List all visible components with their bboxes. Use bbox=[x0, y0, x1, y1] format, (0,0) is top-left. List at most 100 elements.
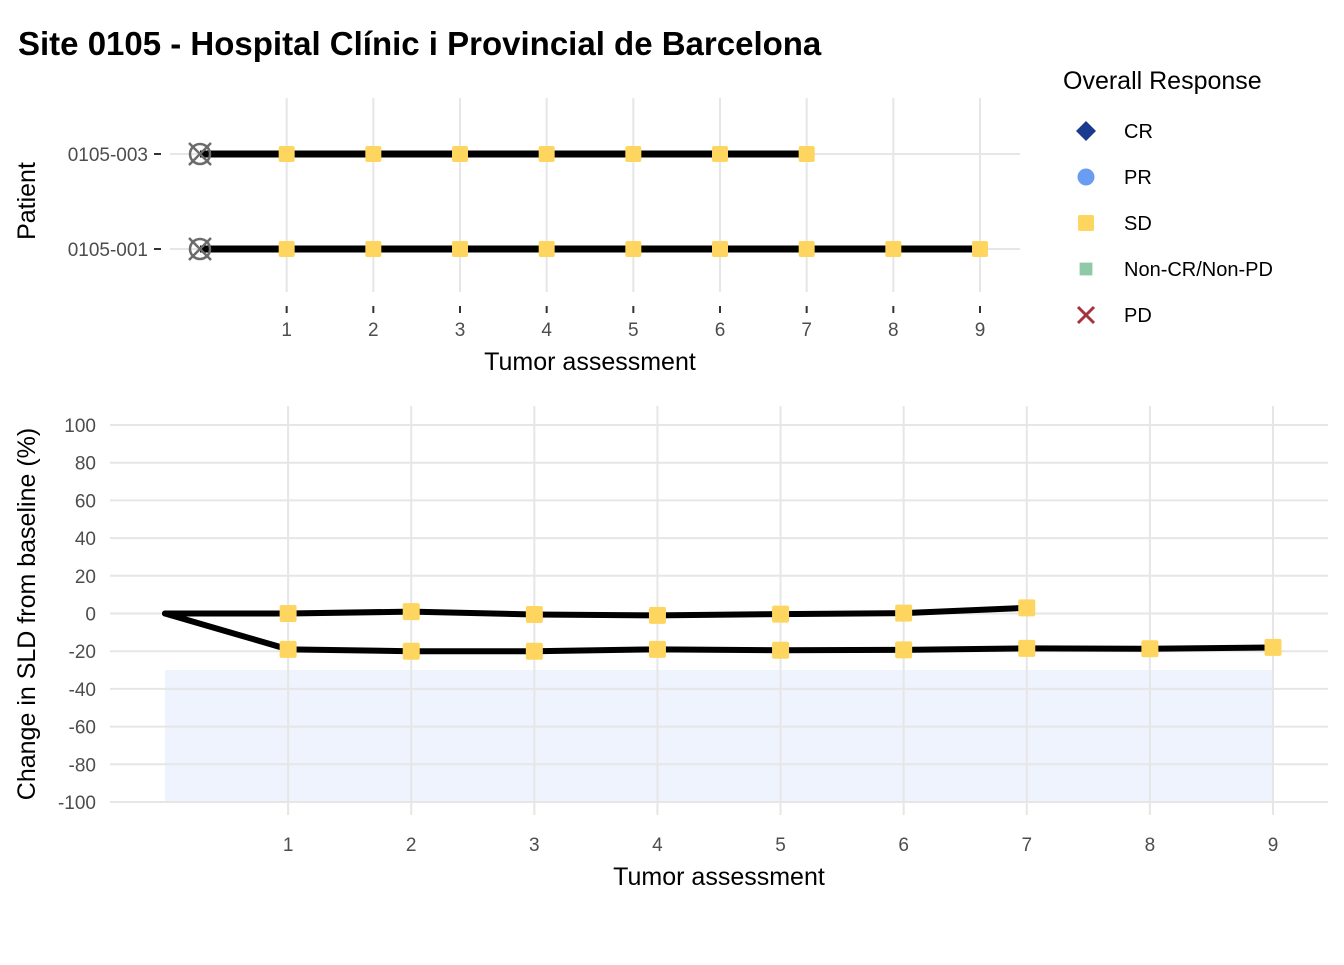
baseline-marker bbox=[188, 142, 212, 166]
spider-x-tick-label: 6 bbox=[898, 835, 909, 856]
swimmer-y-tick-label: 0105-001 bbox=[68, 240, 148, 261]
legend-label: Non-CR/Non-PD bbox=[1124, 259, 1273, 281]
spider-x-tick-label: 9 bbox=[1268, 835, 1279, 856]
swimmer-point bbox=[538, 146, 555, 162]
spider-point bbox=[895, 604, 913, 622]
swimmer-x-tick-label: 1 bbox=[281, 320, 292, 341]
swimmer-point bbox=[972, 241, 988, 257]
chart-title: Site 0105 - Hospital Clínic i Provincial… bbox=[18, 25, 822, 62]
baseline-marker bbox=[188, 237, 212, 261]
swimmer-point bbox=[365, 146, 382, 162]
swimmer-point bbox=[278, 146, 295, 162]
spider-point bbox=[1018, 599, 1036, 617]
spider-point bbox=[402, 603, 420, 621]
baseline-marker-cross-b bbox=[188, 142, 212, 166]
spider-x-ticks: 1 2 3 4 5 6 7 8 9 bbox=[283, 835, 1278, 856]
spider-x-tick-label: 3 bbox=[529, 835, 540, 856]
legend-label: SD bbox=[1124, 213, 1152, 235]
swimmer-lines bbox=[200, 150, 980, 253]
spider-y-tick-label: -40 bbox=[69, 680, 96, 701]
swimmer-panel: 1 2 3 4 5 6 7 8 9 0105-001 0105-003 Tumor assessm… bbox=[13, 98, 1020, 376]
swimmer-grid bbox=[170, 98, 1020, 292]
spider-point bbox=[1141, 640, 1159, 658]
spider-y-tick-label: -80 bbox=[69, 755, 96, 776]
swimmer-point bbox=[452, 241, 468, 257]
spider-point bbox=[772, 605, 790, 623]
swimmer-point bbox=[885, 241, 902, 257]
spider-x-tick-label: 8 bbox=[1145, 835, 1156, 856]
swimmer-point bbox=[625, 241, 642, 257]
spider-point bbox=[525, 605, 543, 623]
spider-x-tick-label: 7 bbox=[1021, 835, 1032, 856]
spider-x-tick-label: 2 bbox=[406, 835, 417, 856]
swimmer-point bbox=[798, 241, 815, 257]
spider-point bbox=[279, 605, 297, 622]
spider-point bbox=[772, 641, 790, 659]
spider-y-tick-label: 40 bbox=[75, 529, 96, 550]
swimmer-point bbox=[712, 146, 728, 162]
response-threshold-band bbox=[165, 670, 1273, 802]
spider-point bbox=[648, 606, 666, 624]
spider-point bbox=[648, 640, 666, 658]
spider-y-tick-label: 100 bbox=[64, 416, 96, 437]
spider-y-tick-label: 80 bbox=[75, 454, 96, 475]
baseline-marker-cross-b bbox=[188, 237, 212, 261]
swimmer-point bbox=[712, 241, 728, 257]
spider-point bbox=[1018, 639, 1036, 657]
spider-series-line bbox=[162, 604, 1030, 619]
legend-key-square-small bbox=[1079, 262, 1093, 276]
spider-x-tick-label: 4 bbox=[652, 835, 663, 856]
legend-item: SD bbox=[1078, 213, 1152, 235]
swimmer-point bbox=[452, 146, 468, 162]
legend-key-cross-stroke-b bbox=[1076, 305, 1096, 325]
swimmer-x-tick-label: 2 bbox=[368, 320, 379, 341]
legend-key-circle bbox=[1077, 168, 1095, 186]
swimmer-x-tick-label: 4 bbox=[541, 320, 552, 341]
spider-markers bbox=[279, 599, 1282, 660]
swimmer-x-tick-label: 7 bbox=[801, 320, 812, 341]
swimmer-markers bbox=[188, 142, 988, 261]
swimmer-x-tick-label: 5 bbox=[628, 320, 639, 341]
swimmer-x-tick-label: 3 bbox=[455, 320, 466, 341]
legend-item: PR bbox=[1077, 167, 1152, 189]
spider-series-line bbox=[162, 610, 1276, 655]
spider-point bbox=[1264, 638, 1282, 656]
spider-y-tick-label: -20 bbox=[69, 642, 96, 663]
legend-item: CR bbox=[1076, 121, 1153, 143]
swimmer-x-tick-label: 6 bbox=[715, 320, 726, 341]
legend-key-cross bbox=[1076, 305, 1096, 325]
spider-x-tick-label: 1 bbox=[283, 835, 294, 856]
swimmer-x-tick-label: 9 bbox=[975, 320, 986, 341]
spider-x-tick-label: 5 bbox=[775, 835, 786, 856]
legend-key-square bbox=[1078, 215, 1094, 231]
swimmer-x-ticks: 1 2 3 4 5 6 7 8 9 bbox=[281, 306, 985, 341]
legend-label: PD bbox=[1124, 305, 1152, 327]
legend-items: CR PR SD Non-CR/Non-PD PD bbox=[1076, 121, 1273, 327]
spider-y-ticks: 100 80 60 40 20 0 -20 -40 -60 -80 -100 bbox=[58, 416, 96, 814]
swimmer-y-ticks: 0105-001 0105-003 bbox=[68, 145, 161, 261]
swimmer-y-axis-title: Patient bbox=[13, 162, 41, 240]
spider-y-tick-label: -60 bbox=[69, 718, 96, 739]
swimmer-point bbox=[625, 146, 642, 162]
spider-lines bbox=[162, 604, 1276, 655]
spider-x-axis-title: Tumor assessment bbox=[613, 863, 825, 891]
legend-item: Non-CR/Non-PD bbox=[1079, 259, 1273, 281]
legend-label: CR bbox=[1124, 121, 1153, 143]
spider-panel: 1 2 3 4 5 6 7 8 9 100 80 60 40 20 0 -20 -40 -60 -80 -100 T… bbox=[13, 406, 1328, 891]
legend-label: PR bbox=[1124, 167, 1152, 189]
swimmer-point bbox=[798, 146, 815, 162]
swimmer-point bbox=[365, 241, 382, 257]
legend: Overall Response CR PR SD Non-CR/Non-PD PD bbox=[1063, 67, 1273, 327]
legend-key-diamond bbox=[1076, 121, 1096, 141]
spider-point bbox=[525, 642, 543, 660]
spider-point bbox=[279, 640, 297, 658]
spider-point bbox=[895, 641, 913, 659]
spider-y-tick-label: 0 bbox=[85, 605, 96, 626]
swimmer-y-tick-label: 0105-003 bbox=[68, 145, 148, 166]
spider-y-tick-label: 60 bbox=[75, 491, 96, 512]
spider-y-tick-label: -100 bbox=[58, 793, 96, 814]
swimmer-point bbox=[278, 241, 295, 257]
swimmer-point bbox=[538, 241, 555, 257]
